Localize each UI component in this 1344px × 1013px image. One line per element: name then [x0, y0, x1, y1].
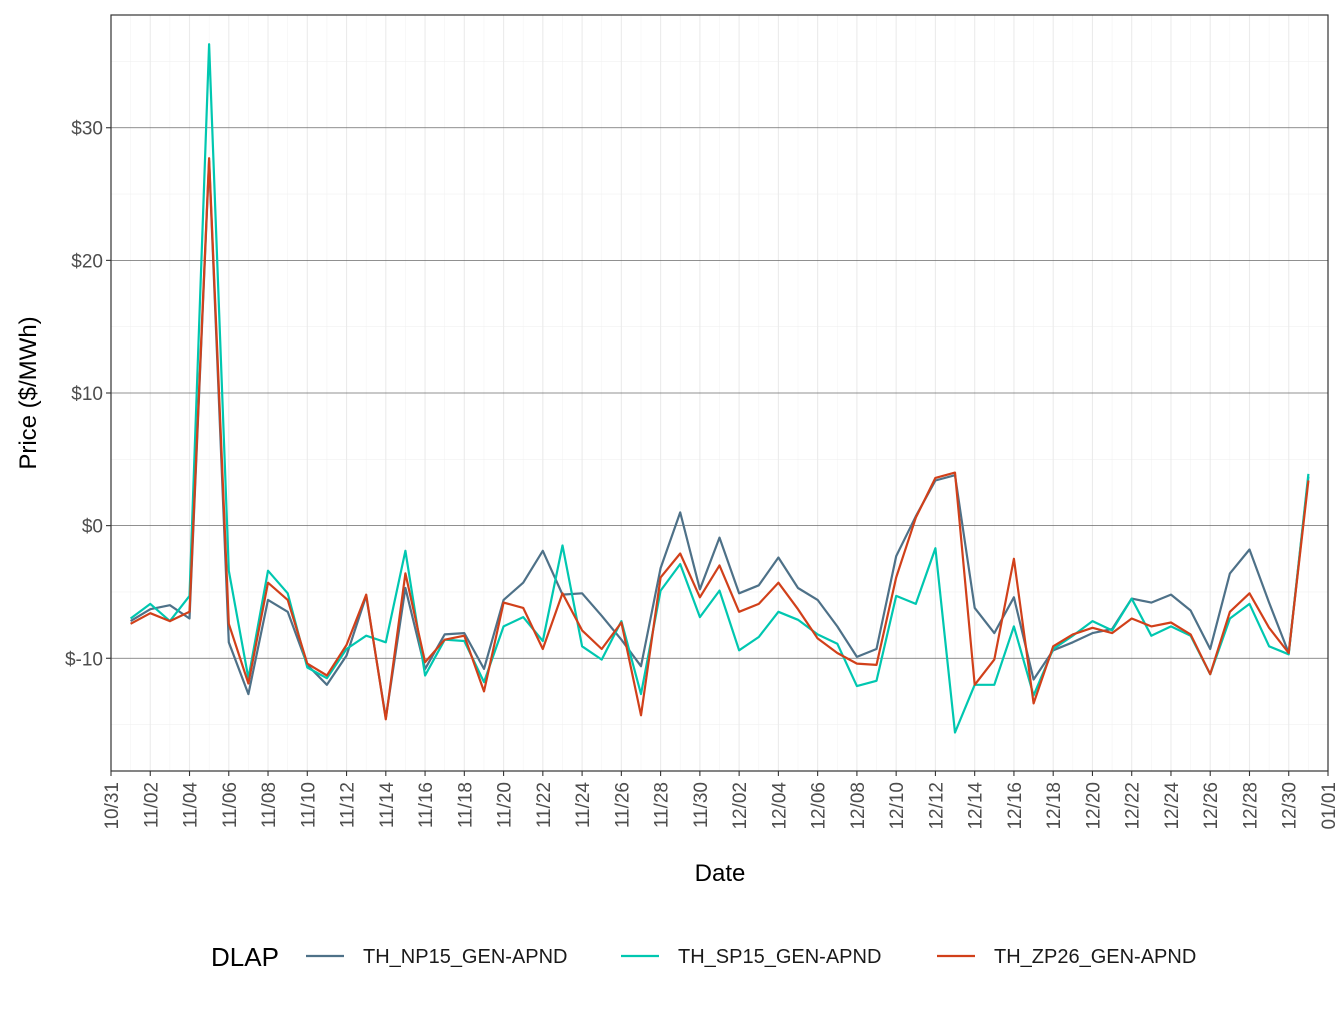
x-tick-label: 11/06 — [220, 782, 241, 828]
x-tick-label: 12/10 — [887, 782, 908, 830]
x-tick-label: 11/14 — [377, 782, 398, 829]
x-tick-label: 11/18 — [455, 782, 476, 828]
x-tick-label: 10/31 — [102, 782, 123, 830]
x-tick-label: 11/02 — [141, 782, 162, 828]
x-tick-label: 12/14 — [966, 782, 987, 830]
x-tick-label: 01/01 — [1319, 782, 1340, 830]
x-tick-label: 11/16 — [416, 782, 437, 828]
x-tick-label: 12/08 — [848, 782, 869, 830]
x-tick-label: 11/24 — [573, 782, 594, 829]
legend: DLAP TH_NP15_GEN-APND TH_SP15_GEN-APND TH_… — [211, 942, 1196, 972]
x-tick-label: 12/24 — [1162, 782, 1183, 830]
legend-label: TH_SP15_GEN-APND — [678, 946, 881, 968]
series-line-th_sp15_gen-apnd — [129, 43, 1310, 734]
y-tick-label: $30 — [71, 119, 103, 140]
y-tick-label: $0 — [82, 517, 103, 538]
x-tick-label: 12/18 — [1044, 782, 1065, 830]
series-lines — [129, 43, 1310, 734]
x-tick-label: 11/08 — [259, 782, 280, 828]
y-tick-label: $-10 — [65, 649, 103, 670]
x-tick-label: 11/04 — [181, 782, 202, 829]
x-tick-label: 12/22 — [1123, 782, 1144, 830]
x-tick-label: 12/04 — [769, 782, 790, 830]
y-axis: $-10 $0 $10 $20 $30 — [65, 119, 111, 670]
x-axis: 10/31 11/02 11/04 11/06 11/08 11/10 11/12 11/14… — [102, 771, 1340, 830]
x-tick-label: 12/06 — [809, 782, 830, 830]
legend-label: TH_NP15_GEN-APND — [363, 946, 568, 968]
x-tick-label: 12/28 — [1240, 782, 1261, 830]
x-tick-label: 11/26 — [612, 782, 633, 828]
x-tick-label: 12/02 — [730, 782, 751, 830]
x-tick-label: 11/12 — [338, 782, 359, 828]
x-tick-label: 12/20 — [1083, 782, 1104, 830]
x-axis-title: Date — [695, 860, 746, 887]
legend-items: TH_NP15_GEN-APND TH_SP15_GEN-APND TH_ZP26_… — [306, 946, 1196, 968]
x-tick-label: 11/20 — [495, 782, 516, 828]
series-line-th_zp26_gen-apnd — [130, 157, 1310, 721]
x-tick-label: 11/28 — [652, 782, 673, 828]
y-tick-label: $20 — [71, 251, 103, 272]
x-tick-label: 12/26 — [1201, 782, 1222, 830]
x-tick-label: 11/10 — [298, 782, 319, 828]
x-tick-label: 11/30 — [691, 782, 712, 828]
x-tick-label: 12/12 — [926, 782, 947, 830]
y-tick-label: $10 — [71, 384, 103, 405]
x-tick-label: 12/30 — [1280, 782, 1301, 830]
legend-label: TH_ZP26_GEN-APND — [994, 946, 1196, 968]
y-axis-title: Price ($/MWh) — [15, 316, 42, 469]
legend-title: DLAP — [211, 942, 279, 972]
x-tick-label: 12/16 — [1005, 782, 1026, 830]
x-tick-label: 11/22 — [534, 782, 555, 828]
